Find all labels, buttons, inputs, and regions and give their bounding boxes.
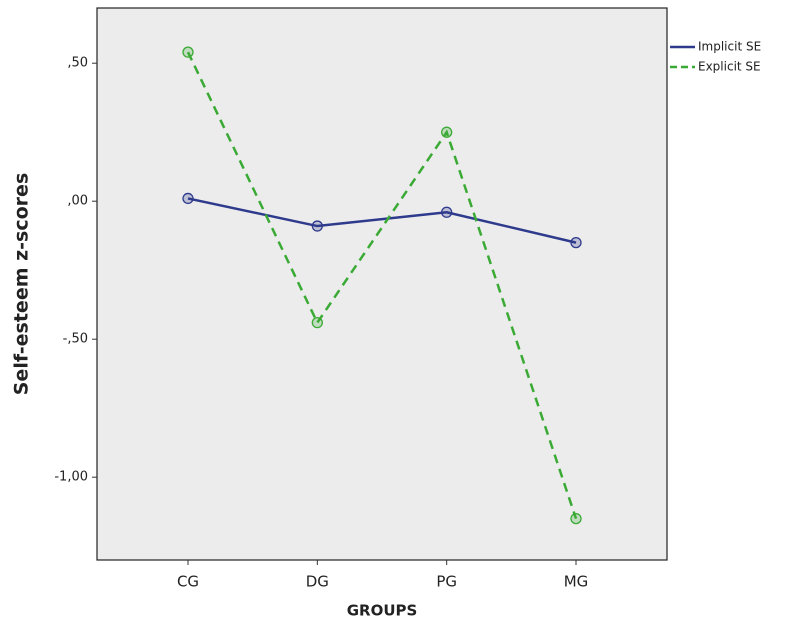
x-tick-label: PG xyxy=(436,573,457,591)
legend-label: Implicit SE xyxy=(698,40,761,54)
plot-area xyxy=(96,7,668,561)
point-marker xyxy=(570,236,582,249)
x-axis-title: GROUPS xyxy=(347,602,418,620)
series-line xyxy=(187,197,577,244)
point-marker xyxy=(570,512,582,525)
point-marker xyxy=(441,126,453,138)
y-tick-label: -1,00 xyxy=(54,470,88,485)
x-tick-label: DG xyxy=(306,573,329,591)
y-tick-label: ,50 xyxy=(67,56,88,71)
point-marker xyxy=(311,220,323,232)
y-tick-label: -,50 xyxy=(63,332,88,347)
point-marker xyxy=(182,46,194,58)
point-marker xyxy=(182,192,194,205)
x-tick-label: MG xyxy=(564,573,589,591)
point-marker xyxy=(311,316,323,329)
x-tick-label: CG xyxy=(177,573,199,591)
legend-label: Explicit SE xyxy=(698,60,761,74)
y-axis-title: Self-esteem z-scores xyxy=(11,173,33,396)
y-tick-label: ,00 xyxy=(67,194,88,209)
point-marker xyxy=(441,206,453,218)
